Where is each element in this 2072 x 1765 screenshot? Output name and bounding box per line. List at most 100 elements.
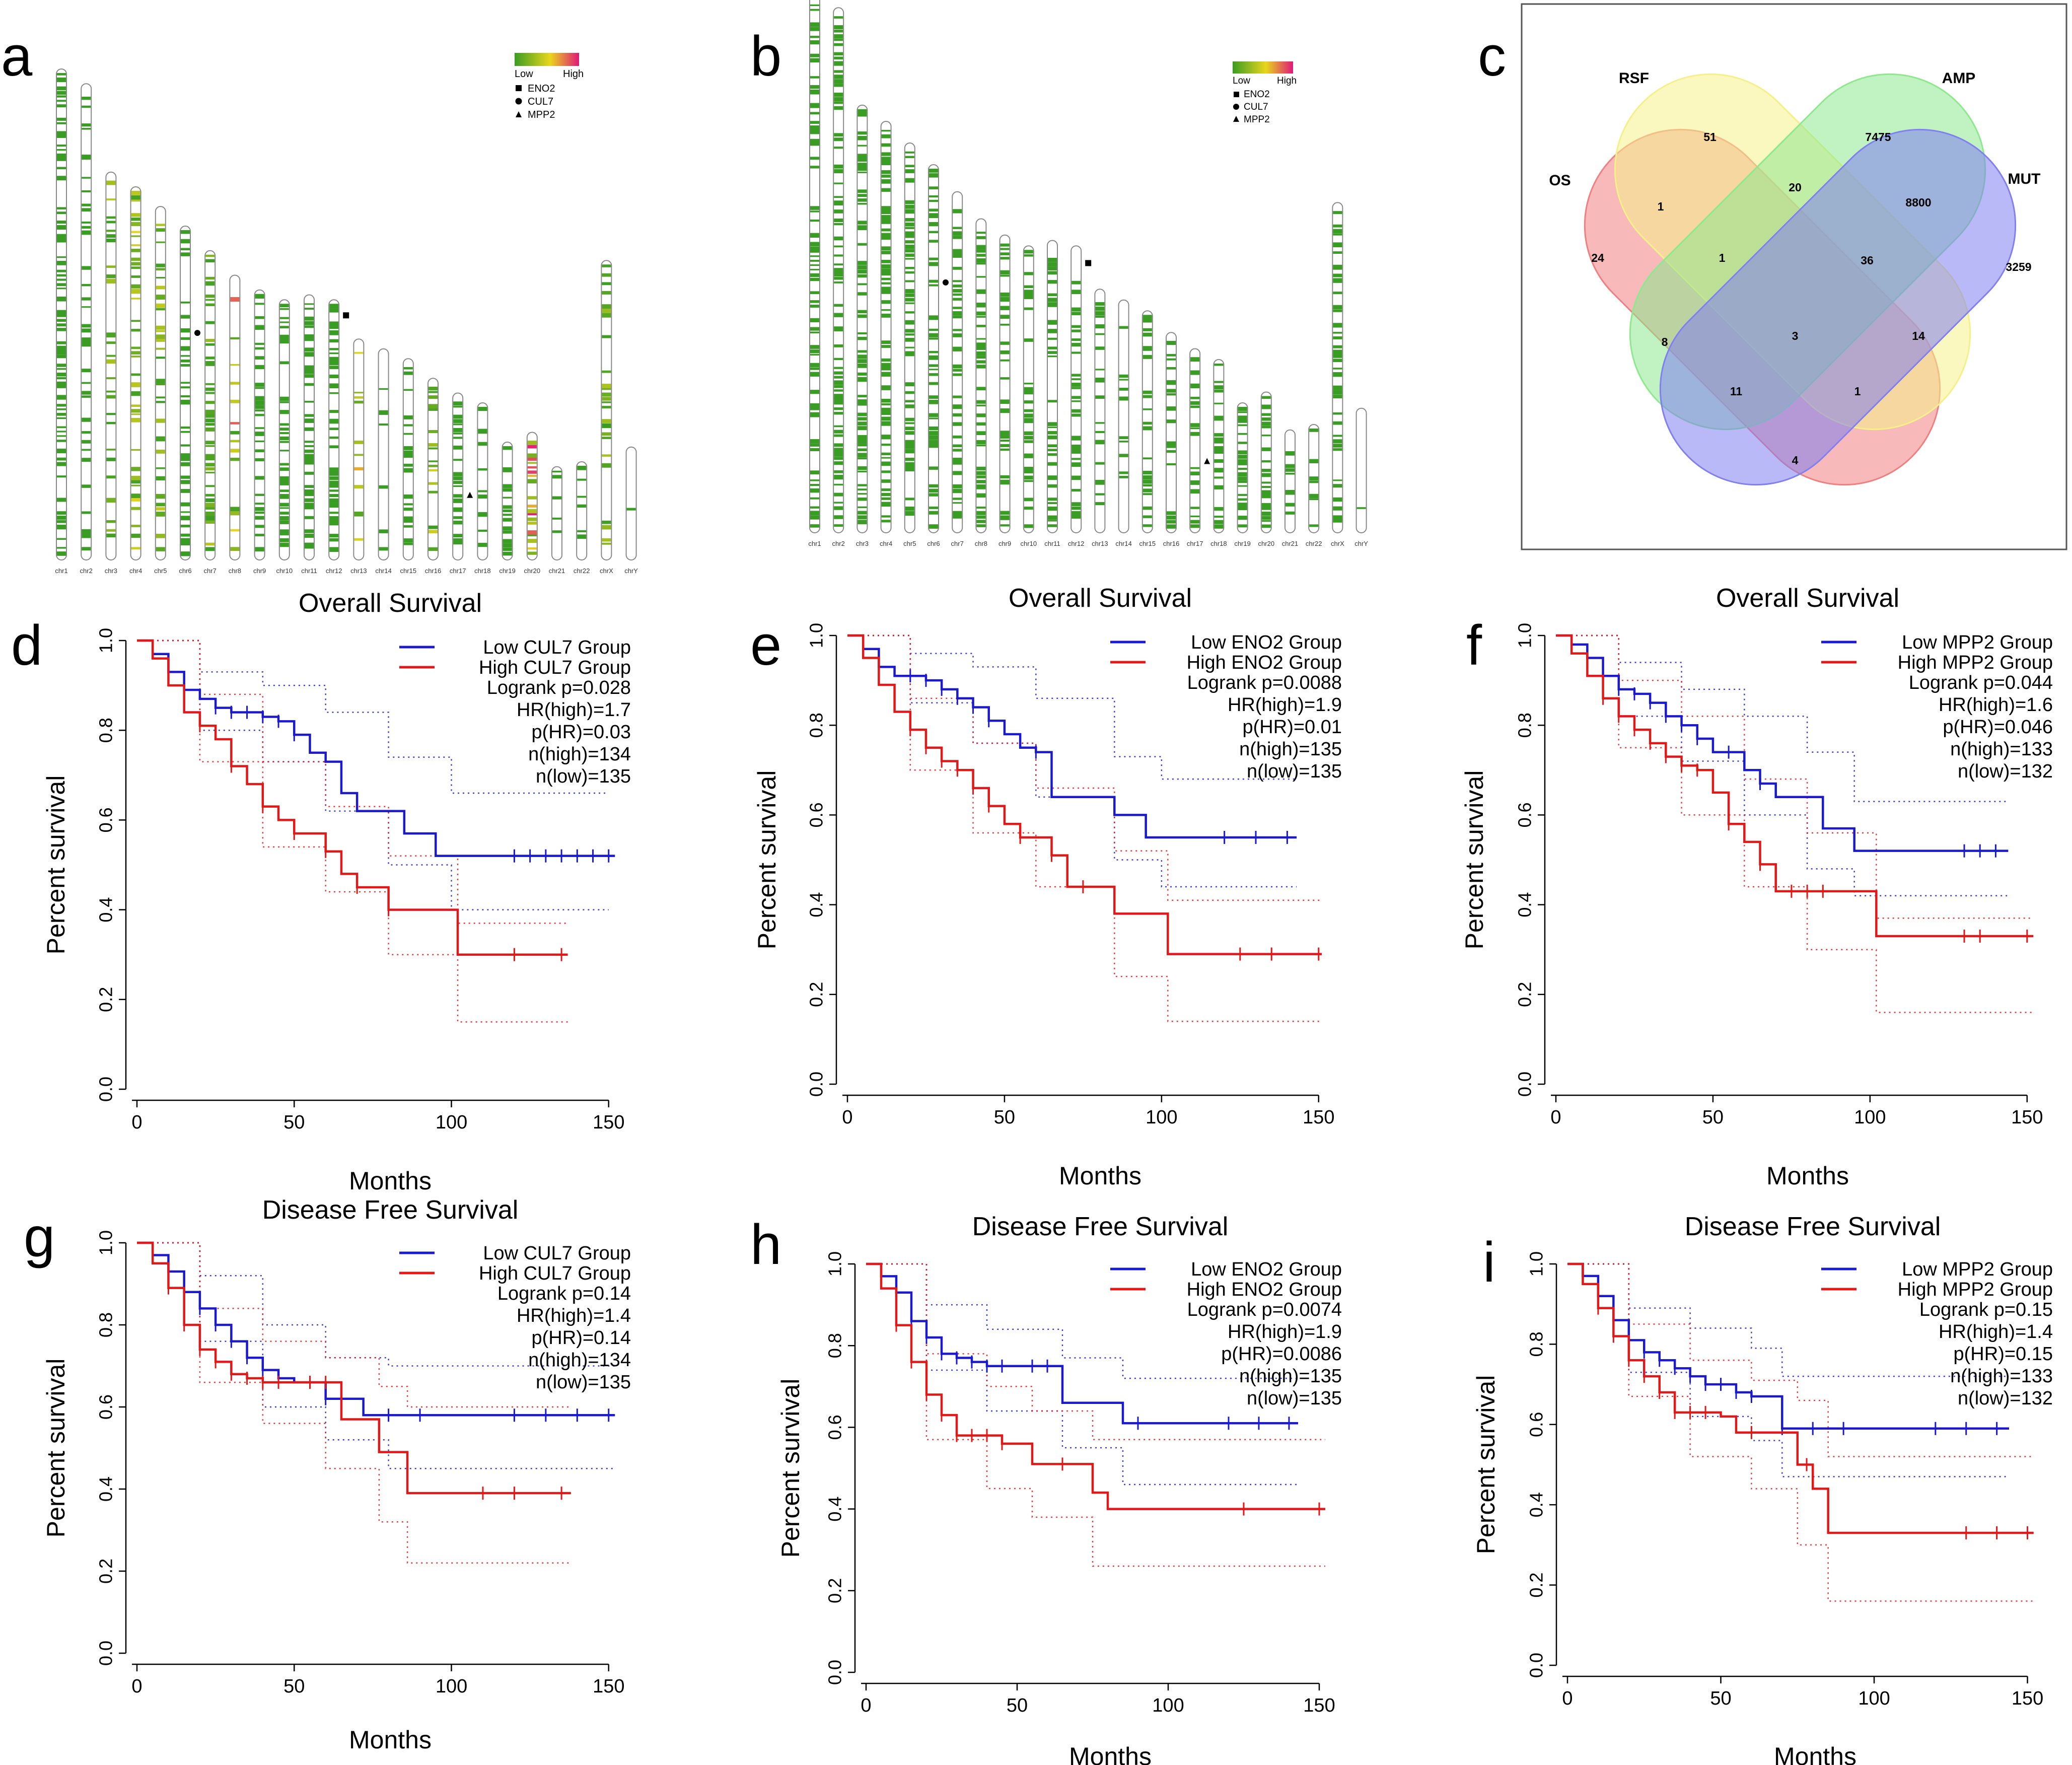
- chromosome-band: [527, 457, 537, 461]
- chromosome-band: [1048, 400, 1057, 403]
- chromosome-band: [1048, 271, 1057, 275]
- chromosome-band: [131, 525, 140, 527]
- chromosome-band: [305, 542, 314, 548]
- chromosome-band: [1119, 476, 1128, 478]
- chromosome-band: [1261, 481, 1271, 484]
- chromosome-band: [1142, 524, 1152, 527]
- chromosome-band: [1333, 435, 1342, 437]
- chromosome-band: [881, 372, 891, 377]
- chromosome-label: chr3: [856, 540, 869, 547]
- eno2-legend-square-icon: [1234, 92, 1239, 97]
- chromosome-band: [1333, 354, 1342, 358]
- panel-label-h: h: [750, 1213, 781, 1276]
- confidence-band-upper: [847, 634, 1322, 901]
- chromosome-band: [881, 403, 891, 405]
- chromosome-band: [810, 206, 819, 210]
- chromosome-band: [1048, 329, 1057, 333]
- chromosome-band: [602, 432, 611, 436]
- chromosome-band: [858, 493, 867, 495]
- chromosome-band: [527, 474, 537, 477]
- x-tick-label: 50: [994, 1107, 1015, 1128]
- chromosome-band: [82, 221, 91, 224]
- chromosome-label: chr14: [1115, 540, 1132, 547]
- y-tick-label: 0.2: [96, 987, 116, 1012]
- chromosome-band: [255, 507, 264, 511]
- chromosome-band: [57, 323, 66, 327]
- x-tick-label: 150: [2012, 1688, 2043, 1709]
- chromosome-band: [403, 508, 413, 511]
- chromosome-band: [1238, 411, 1247, 413]
- chromosome-band: [881, 313, 891, 318]
- chromosome-band: [1024, 471, 1033, 473]
- chromosome-band: [205, 471, 215, 474]
- chromosome-band: [329, 480, 339, 486]
- chromosome-band: [503, 509, 512, 512]
- chromosome-band: [834, 344, 843, 347]
- chromosome-band: [1261, 413, 1271, 416]
- y-tick-label: 0.0: [96, 1077, 116, 1102]
- chromosome-label: chr3: [105, 567, 117, 575]
- chromosome-band: [329, 308, 339, 313]
- chromosome-body: [402, 358, 414, 560]
- chromosome-band: [428, 482, 438, 485]
- statistic-label: Logrank p=0.0074: [1187, 1299, 1342, 1320]
- chromosome-band: [305, 414, 314, 417]
- y-tick-label: 0.0: [1515, 1072, 1535, 1097]
- chromosome-band: [1238, 424, 1247, 427]
- chromosome-band: [57, 153, 66, 159]
- chromosome-band: [82, 190, 91, 192]
- chromosome-band: [106, 216, 116, 219]
- chromosome-band: [57, 408, 66, 410]
- chromosome-band: [527, 534, 537, 536]
- chart-title: Overall Survival: [299, 589, 482, 618]
- chromosome-band: [181, 475, 190, 479]
- chromosome-band: [1333, 439, 1342, 444]
- chromosome-band: [905, 457, 914, 461]
- chromosome-band: [953, 413, 962, 417]
- chromosome-band: [602, 308, 611, 313]
- chromosome-band: [255, 396, 264, 401]
- chromosome-band: [255, 525, 264, 528]
- chromosome-band: [810, 331, 819, 333]
- chromosome-band: [1333, 520, 1342, 523]
- chromosome-body: [477, 402, 488, 560]
- chromosome-band: [953, 227, 962, 229]
- chromosome-band: [1071, 351, 1081, 354]
- x-tick-label: 100: [436, 1676, 467, 1697]
- chromosome-band: [858, 417, 867, 420]
- y-tick-label: 0.2: [1526, 1573, 1547, 1598]
- chromosome-band: [453, 538, 463, 543]
- chromosome-band: [953, 307, 962, 309]
- chromosome-band: [953, 404, 962, 409]
- chromosome-band: [881, 210, 891, 215]
- chromosome-band: [858, 488, 867, 491]
- chromosome-band: [181, 337, 190, 340]
- chromosome-band: [1214, 415, 1224, 421]
- chromosome-band: [156, 547, 165, 551]
- chromosome-band: [156, 503, 165, 507]
- chromosome-band: [453, 542, 463, 545]
- chromosome-band: [82, 440, 91, 444]
- chromosome-band: [106, 359, 116, 364]
- legend-label: High ENO2 Group: [1187, 652, 1342, 673]
- chromosome-band: [503, 446, 512, 450]
- chromosome-band: [1214, 433, 1224, 437]
- confidence-band-lower: [1556, 634, 2034, 1013]
- chromosome-band: [602, 264, 611, 267]
- chromosome-band: [279, 304, 289, 308]
- chromosome-band: [1333, 394, 1342, 398]
- chromosome-band: [1333, 368, 1342, 370]
- chromosome-label: chr19: [1234, 540, 1251, 547]
- chromosome-band: [329, 339, 339, 343]
- chromosome-band: [810, 488, 819, 493]
- chromosome-band: [156, 303, 165, 308]
- chromosome-band: [976, 480, 986, 483]
- high-group-survival-line: [1567, 1262, 2034, 1534]
- heat-legend-low: Low: [1233, 76, 1250, 86]
- chromosome-band: [1000, 257, 1010, 260]
- chromosome-band: [82, 127, 91, 130]
- chromosome-band: [305, 458, 314, 463]
- chromosome-band: [929, 511, 938, 515]
- x-tick-label: 0: [131, 1112, 142, 1133]
- chromosome-band: [953, 502, 962, 504]
